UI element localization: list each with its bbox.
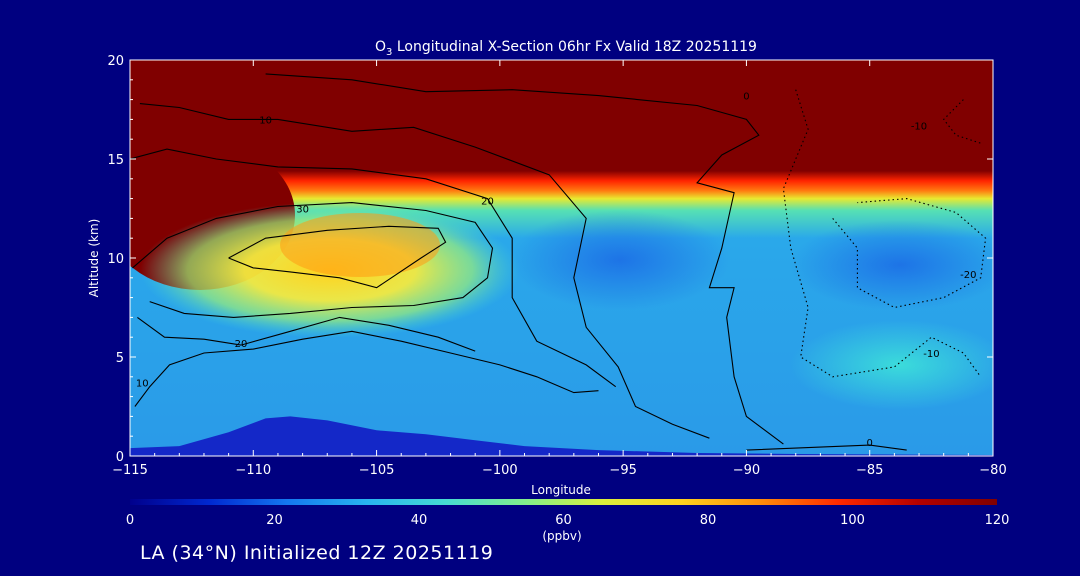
contour-label: 20 bbox=[235, 339, 248, 350]
contour-line bbox=[134, 330, 599, 407]
contour-label: -10 bbox=[911, 121, 927, 132]
x-tick-label: −110 bbox=[235, 463, 271, 478]
colorbar-tick-label: 40 bbox=[411, 513, 428, 528]
mid-ozone-region-east bbox=[790, 320, 993, 410]
contour-label: 0 bbox=[743, 92, 749, 103]
x-tick-label: −115 bbox=[112, 463, 148, 478]
y-tick-label: 20 bbox=[107, 54, 124, 69]
terrain-mask bbox=[130, 416, 993, 456]
contour-line bbox=[130, 148, 617, 388]
colorbar-tick-label: 60 bbox=[555, 513, 572, 528]
colorbar-ramp bbox=[130, 499, 997, 505]
contour-line bbox=[137, 316, 476, 352]
contour-label: 0 bbox=[867, 438, 873, 449]
x-tick-label: −100 bbox=[482, 463, 518, 478]
colorbar-tick-label: 80 bbox=[700, 513, 717, 528]
contour-line bbox=[265, 73, 784, 445]
y-axis-label: Altitude (km) bbox=[87, 219, 101, 298]
x-axis-label: Longitude bbox=[531, 483, 591, 497]
y-tick-label: 0 bbox=[116, 450, 124, 465]
contour-line-negative bbox=[782, 89, 982, 378]
y-tick-label: 10 bbox=[107, 252, 124, 267]
x-tick-label: −90 bbox=[733, 463, 760, 478]
contour-line bbox=[746, 444, 907, 451]
contour-line bbox=[132, 202, 494, 318]
colorbar-units: (ppbv) bbox=[542, 529, 581, 543]
contour-label: 20 bbox=[481, 197, 494, 208]
ozone-plume-core bbox=[280, 213, 440, 277]
x-tick-label: −85 bbox=[856, 463, 883, 478]
init-info-text: LA (34°N) Initialized 12Z 20251119 bbox=[140, 542, 494, 564]
colorbar-tick-label: 20 bbox=[266, 513, 283, 528]
colorbar-tick-label: 120 bbox=[985, 513, 1010, 528]
colorbar-tick-label: 100 bbox=[840, 513, 865, 528]
contour-line bbox=[228, 225, 447, 289]
contour-label: 10 bbox=[136, 379, 149, 390]
contour-line bbox=[139, 103, 710, 439]
x-tick-label: −95 bbox=[609, 463, 636, 478]
y-tick-label: 15 bbox=[107, 153, 124, 168]
low-ozone-region-central bbox=[510, 210, 730, 310]
x-axis: −115 −110 −105 −100 −95 −90 −85 −80 bbox=[112, 60, 1007, 478]
contour-label: 10 bbox=[259, 115, 272, 126]
contour-label: 30 bbox=[296, 205, 309, 216]
chart-title: O3 Longitudinal X-Section 06hr Fx Valid … bbox=[375, 39, 757, 58]
x-tick-label: −80 bbox=[979, 463, 1006, 478]
x-tick-label: −105 bbox=[359, 463, 395, 478]
y-axis: 0 5 10 15 20 bbox=[107, 54, 993, 465]
colorbar: 0 20 40 60 80 100 120 bbox=[126, 499, 1010, 528]
plot-area: 10 20 30 20 10 0 0 -10 -20 -10 bbox=[130, 60, 993, 456]
contour-label: -10 bbox=[923, 349, 939, 360]
low-ozone-region-east bbox=[790, 220, 993, 310]
colorbar-tick-label: 0 bbox=[126, 513, 134, 528]
contour-line-negative bbox=[942, 99, 981, 144]
contour-label: -20 bbox=[960, 270, 976, 281]
y-tick-label: 5 bbox=[116, 351, 124, 366]
